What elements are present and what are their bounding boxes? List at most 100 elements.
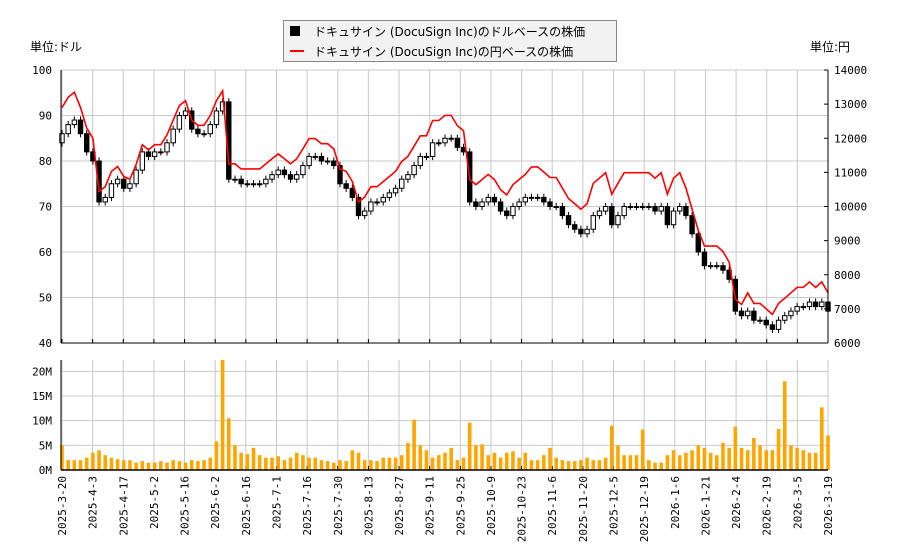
right-unit-label: 単位:円 bbox=[810, 40, 851, 54]
candle bbox=[195, 128, 201, 135]
candle bbox=[361, 210, 368, 217]
candle bbox=[565, 215, 572, 226]
volume-bar bbox=[121, 460, 126, 470]
candle bbox=[547, 201, 553, 207]
candle bbox=[664, 206, 671, 226]
jpy-axis-label: 11000 bbox=[834, 166, 867, 179]
volume-bar bbox=[202, 460, 206, 470]
candle bbox=[763, 319, 769, 326]
volume-bar bbox=[152, 462, 157, 470]
volume-bar bbox=[437, 455, 441, 470]
candle bbox=[411, 165, 417, 176]
candle bbox=[374, 201, 380, 204]
volume-bar bbox=[369, 460, 373, 470]
volume-bar bbox=[745, 450, 750, 470]
candle bbox=[127, 183, 133, 189]
volume-bar bbox=[301, 455, 305, 470]
volume-bar bbox=[177, 461, 182, 470]
volume-bar bbox=[807, 452, 812, 470]
volume-bar bbox=[492, 452, 497, 470]
candle bbox=[806, 301, 813, 308]
volume-bar bbox=[542, 455, 546, 470]
volume-bar bbox=[647, 460, 651, 470]
candle bbox=[77, 119, 84, 135]
volume-bar bbox=[764, 450, 769, 470]
candle bbox=[139, 151, 146, 171]
volume-bar bbox=[381, 457, 386, 470]
candle bbox=[541, 196, 547, 203]
volume-bar bbox=[245, 454, 250, 470]
volume-bar bbox=[486, 455, 491, 470]
candle bbox=[757, 319, 763, 322]
candle bbox=[751, 310, 757, 321]
candle bbox=[602, 206, 609, 212]
volume-bar bbox=[585, 457, 589, 470]
jpy-axis-label: 10000 bbox=[834, 201, 867, 214]
volume-bar bbox=[455, 460, 460, 470]
volume-bar bbox=[653, 462, 657, 470]
volume-bar bbox=[579, 460, 583, 470]
candle bbox=[442, 137, 448, 144]
x-tick-label: 2025-11-6 bbox=[546, 476, 559, 536]
volume-bar bbox=[103, 455, 108, 470]
volume-axis-label: 10M bbox=[32, 415, 52, 428]
volume-bar bbox=[671, 450, 676, 470]
volume-bar bbox=[498, 457, 503, 470]
jpy-axis-label: 13000 bbox=[834, 98, 867, 111]
candle bbox=[306, 155, 312, 167]
candle bbox=[287, 174, 294, 180]
volume-bar bbox=[189, 460, 194, 470]
volume-bar bbox=[270, 457, 274, 470]
candle bbox=[510, 206, 516, 217]
candle bbox=[744, 310, 751, 317]
candle bbox=[213, 110, 220, 126]
candle bbox=[355, 196, 362, 217]
candle bbox=[96, 160, 102, 203]
line-swatch-icon bbox=[290, 50, 304, 52]
jpy-price-line bbox=[61, 88, 829, 316]
x-tick-label: 2025-3-20 bbox=[56, 476, 69, 536]
candle bbox=[707, 265, 714, 268]
candle bbox=[84, 133, 90, 153]
candle bbox=[670, 210, 677, 226]
candle bbox=[232, 178, 238, 181]
volume-bar bbox=[690, 450, 694, 470]
volume-bar bbox=[696, 445, 701, 470]
left-unit-label: 単位:ドル bbox=[30, 40, 83, 54]
candle bbox=[102, 196, 108, 203]
volume-bar bbox=[782, 381, 787, 470]
x-tick-label: 2025-12-5 bbox=[608, 476, 621, 536]
volume-bar bbox=[276, 456, 281, 470]
candle bbox=[423, 155, 430, 158]
candle bbox=[269, 174, 275, 180]
volume-bar bbox=[393, 457, 398, 470]
volume-bar bbox=[146, 462, 151, 470]
volume-bar bbox=[572, 461, 577, 470]
candle bbox=[658, 206, 664, 212]
volume-bar bbox=[616, 445, 620, 470]
candle bbox=[633, 206, 640, 208]
volume-axis-label: 0M bbox=[39, 464, 53, 477]
volume-bar bbox=[220, 360, 225, 470]
candle bbox=[337, 165, 343, 185]
candle bbox=[201, 133, 207, 136]
candle bbox=[145, 151, 152, 157]
volume-bar bbox=[109, 457, 114, 470]
volume-bar bbox=[548, 447, 552, 470]
x-tick-label: 2026-1-21 bbox=[699, 476, 712, 536]
jpy-axis-label: 12000 bbox=[834, 132, 867, 145]
volume-bar bbox=[412, 419, 416, 470]
candle bbox=[819, 301, 825, 308]
volume-bar bbox=[609, 425, 614, 470]
volume-bar bbox=[467, 422, 472, 470]
volume-bar bbox=[208, 457, 213, 470]
candle bbox=[627, 206, 634, 208]
volume-bar bbox=[566, 461, 571, 470]
candle bbox=[405, 174, 411, 180]
x-tick-label: 2025-5-2 bbox=[148, 476, 161, 529]
candle bbox=[121, 178, 127, 189]
x-tick-label: 2025-7-30 bbox=[332, 476, 345, 536]
candle bbox=[720, 265, 726, 271]
